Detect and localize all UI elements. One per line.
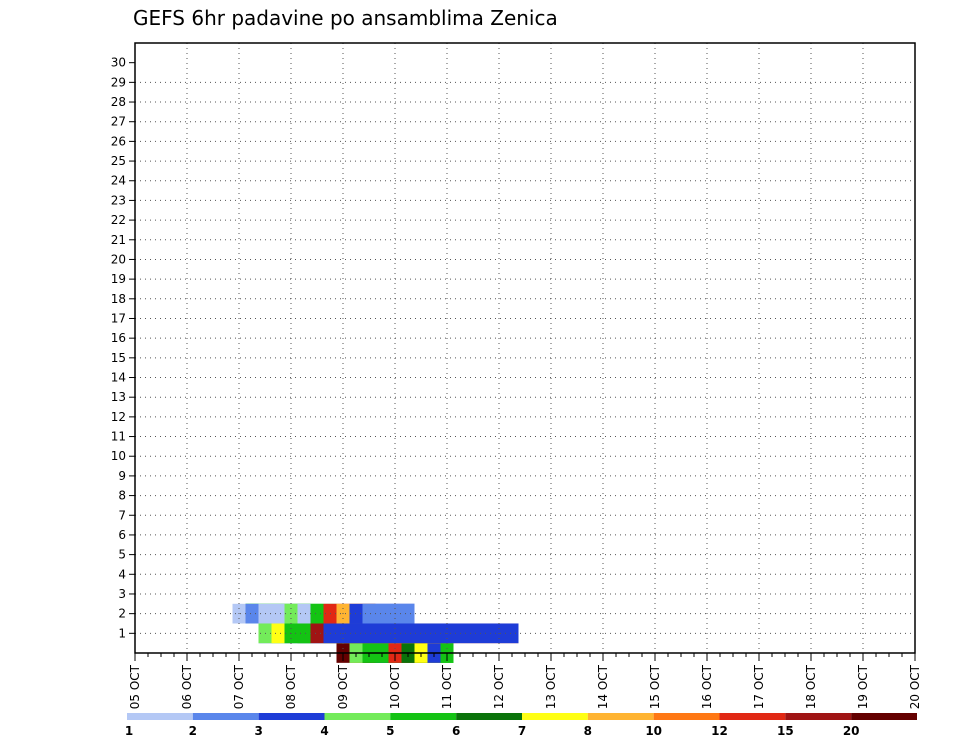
y-tick-label: 4 xyxy=(118,567,126,581)
legend-swatch xyxy=(522,713,588,720)
y-tick-label: 22 xyxy=(111,213,126,227)
legend-label: 15 xyxy=(777,724,794,738)
legend-label: 12 xyxy=(711,724,728,738)
plot-frame xyxy=(134,42,916,654)
y-tick-label: 2 xyxy=(118,607,126,621)
y-tick-label: 19 xyxy=(111,272,126,286)
x-tick-label: 12 OCT xyxy=(492,664,506,709)
x-tick-label: 19 OCT xyxy=(856,664,870,709)
y-tick-label: 25 xyxy=(111,154,126,168)
y-tick-label: 20 xyxy=(111,252,126,266)
legend-label: 10 xyxy=(645,724,662,738)
legend-swatch xyxy=(258,713,325,720)
legend-label: 20 xyxy=(843,724,860,738)
y-tick-label: 24 xyxy=(111,174,126,188)
precip-cell xyxy=(362,603,415,624)
legend-swatch xyxy=(192,713,259,720)
y-tick-label: 11 xyxy=(111,430,126,444)
y-tick-label: 8 xyxy=(118,489,126,503)
y-tick-label: 28 xyxy=(111,95,126,109)
x-tick-label: 10 OCT xyxy=(388,664,402,709)
x-tick-label: 13 OCT xyxy=(544,664,558,709)
legend-swatch xyxy=(719,713,786,720)
legend-label: 6 xyxy=(452,724,460,738)
x-tick-label: 05 OCT xyxy=(128,664,142,709)
x-tick-label: 07 OCT xyxy=(232,664,246,709)
y-tick-label: 6 xyxy=(118,528,126,542)
chart-title: GEFS 6hr padavine po ansamblima Zenica xyxy=(133,6,558,30)
grid-layer xyxy=(135,43,915,653)
legend-swatch xyxy=(127,713,193,720)
precip-cell xyxy=(245,603,259,624)
legend-label: 2 xyxy=(189,724,197,738)
y-tick-label: 18 xyxy=(111,292,126,306)
legend-label: 3 xyxy=(254,724,262,738)
legend-label: 5 xyxy=(386,724,394,738)
x-tick-label: 06 OCT xyxy=(180,664,194,709)
y-tick-label: 13 xyxy=(111,390,126,404)
y-tick-label: 12 xyxy=(111,410,126,424)
y-tick-label: 1 xyxy=(118,626,126,640)
x-tick-label: 15 OCT xyxy=(648,664,662,709)
y-tick-label: 7 xyxy=(118,508,126,522)
legend-swatch xyxy=(324,713,391,720)
y-tick-label: 26 xyxy=(111,134,126,148)
precip-cell xyxy=(271,623,285,644)
y-tick-label: 3 xyxy=(118,587,126,601)
y-tick-label: 16 xyxy=(111,331,126,345)
y-tick-label: 17 xyxy=(111,311,126,325)
legend-swatch xyxy=(587,713,654,720)
legend: 1 2 3 4 5 6 7 8 10 12 15 20 xyxy=(125,713,917,738)
legend-label: 4 xyxy=(320,724,328,738)
x-tick-label: 11 OCT xyxy=(440,664,454,709)
x-tick-label: 14 OCT xyxy=(596,664,610,709)
legend-swatch xyxy=(653,713,720,720)
y-tick-label: 23 xyxy=(111,193,126,207)
x-tick-label: 08 OCT xyxy=(284,664,298,709)
y-axis: 1234567891011121314151617181920212223242… xyxy=(111,56,135,640)
legend-swatch xyxy=(456,713,522,720)
x-tick-label: 17 OCT xyxy=(752,664,766,709)
x-axis: 05 OCT 06 OCT 07 OCT 08 OCT 09 OCT 10 OCT 11 O… xyxy=(128,653,922,709)
x-tick-label: 09 OCT xyxy=(336,664,350,709)
y-tick-label: 15 xyxy=(111,351,126,365)
x-tick-label: 18 OCT xyxy=(804,664,818,709)
y-tick-label: 29 xyxy=(111,75,126,89)
y-tick-label: 27 xyxy=(111,115,126,129)
legend-swatch xyxy=(390,713,457,720)
y-tick-label: 5 xyxy=(118,548,126,562)
x-tick-label: 16 OCT xyxy=(700,664,714,709)
y-tick-label: 14 xyxy=(111,371,126,385)
y-tick-label: 10 xyxy=(111,449,126,463)
y-tick-label: 9 xyxy=(118,469,126,483)
y-tick-label: 30 xyxy=(111,56,126,70)
legend-label: 1 xyxy=(125,724,133,738)
legend-label: 8 xyxy=(584,724,592,738)
y-tick-label: 21 xyxy=(111,233,126,247)
precip-cell xyxy=(297,623,311,644)
legend-swatch xyxy=(785,713,852,720)
legend-label: 7 xyxy=(518,724,526,738)
legend-swatch xyxy=(851,713,917,720)
x-tick-label: 20 OCT xyxy=(908,664,922,709)
